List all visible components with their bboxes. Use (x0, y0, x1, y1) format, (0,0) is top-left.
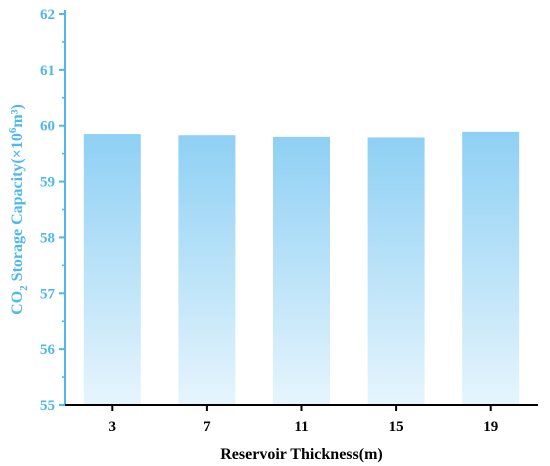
bars (83, 131, 520, 406)
y-tick-label-58: 58 (40, 230, 55, 246)
y-tick-label-60: 60 (40, 119, 55, 135)
x-tick-label-19: 19 (483, 419, 498, 435)
bar-7 (178, 135, 236, 405)
y-axis-title: CO2 Storage Capacity(×106m³) (7, 104, 30, 315)
x-tick-label-15: 15 (389, 419, 404, 435)
y-tick-label-55: 55 (40, 398, 55, 414)
y-axis-title-superscript: 6 (7, 127, 19, 133)
y-axis-title-suffix: m³) (9, 104, 26, 127)
y-tick-label-56: 56 (40, 342, 56, 358)
y-tick-label-62: 62 (40, 7, 55, 23)
y-tick-label-57: 57 (40, 286, 56, 302)
y-tick-label-61: 61 (40, 63, 55, 79)
bar-19 (462, 131, 520, 405)
axes (59, 10, 538, 411)
x-tick-label-11: 11 (294, 419, 308, 435)
bar-3 (83, 134, 141, 406)
y-tick-label-59: 59 (40, 175, 55, 191)
bar-15 (367, 137, 425, 406)
y-axis-title-prefix: CO (9, 291, 26, 315)
x-axis-title: Reservoir Thickness(m) (220, 446, 383, 463)
y-axis-title-subscript: 2 (18, 285, 30, 291)
x-tick-label-3: 3 (109, 419, 117, 435)
y-axis-title-middle: Storage Capacity(×10 (9, 133, 26, 285)
tick-labels: 55 56 57 58 59 60 61 62 3 7 11 15 19 (40, 7, 498, 435)
bar-11 (273, 136, 330, 405)
x-tick-label-7: 7 (203, 419, 211, 435)
